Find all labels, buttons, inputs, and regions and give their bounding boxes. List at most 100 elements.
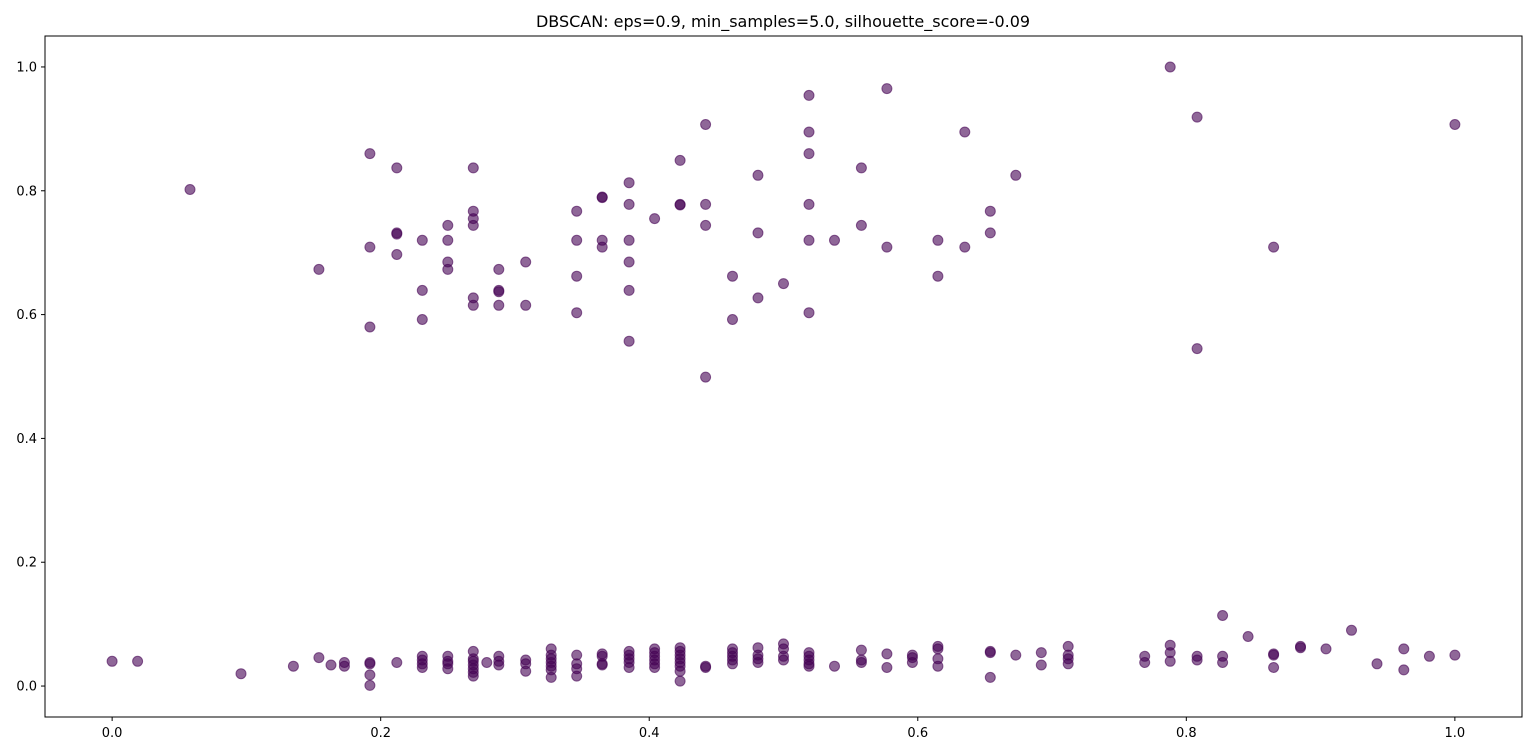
scatter-point bbox=[596, 241, 608, 253]
scatter-point bbox=[132, 655, 144, 667]
x-tick-label: 0.4 bbox=[639, 726, 660, 741]
x-tick-label: 0.6 bbox=[907, 726, 928, 741]
scatter-point bbox=[520, 665, 532, 677]
scatter-point bbox=[364, 241, 376, 253]
x-tick-label: 0.8 bbox=[1176, 726, 1197, 741]
x-axis-ticks: 0.0 0.2 0.4 0.6 0.8 1.0 bbox=[102, 717, 1465, 741]
scatter-point bbox=[364, 321, 376, 333]
scatter-point bbox=[855, 644, 867, 656]
scatter-point bbox=[727, 270, 738, 282]
scatter-point bbox=[571, 307, 583, 319]
y-tick-label: 1.0 bbox=[16, 60, 37, 75]
x-tick-label: 0.0 bbox=[102, 726, 123, 741]
scatter-point bbox=[984, 671, 996, 683]
scatter-point bbox=[803, 89, 815, 101]
scatter-point bbox=[1010, 649, 1022, 661]
scatter-point bbox=[571, 205, 583, 217]
scatter-point bbox=[1268, 241, 1280, 253]
scatter-point bbox=[623, 177, 635, 189]
scatter-point bbox=[287, 660, 299, 672]
scatter-point bbox=[984, 647, 996, 659]
scatter-point bbox=[932, 234, 944, 246]
scatter-point bbox=[803, 660, 815, 672]
scatter-point bbox=[1449, 119, 1461, 130]
scatter-point bbox=[984, 227, 996, 239]
scatter-point bbox=[881, 662, 893, 673]
scatter-point bbox=[1268, 649, 1280, 661]
y-tick-label: 0.8 bbox=[16, 184, 37, 199]
scatter-point bbox=[1398, 664, 1410, 676]
scatter-point bbox=[1164, 655, 1176, 667]
scatter-point bbox=[984, 205, 996, 217]
scatter-point bbox=[1010, 169, 1022, 181]
scatter-point bbox=[623, 234, 635, 246]
scatter-point bbox=[467, 162, 479, 174]
scatter-point bbox=[727, 658, 738, 670]
scatter-point bbox=[932, 270, 944, 282]
scatter-point bbox=[700, 371, 712, 383]
scatter-point bbox=[1295, 642, 1306, 654]
scatter-point bbox=[416, 234, 428, 246]
scatter-point bbox=[313, 652, 325, 664]
scatter-point bbox=[700, 662, 712, 673]
scatter-point bbox=[778, 654, 789, 666]
scatter-point bbox=[313, 263, 325, 275]
scatter-point bbox=[571, 670, 583, 682]
scatter-point bbox=[1035, 647, 1047, 659]
y-tick-label: 0.0 bbox=[16, 680, 37, 695]
scatter-point bbox=[106, 655, 118, 667]
scatter-point bbox=[1242, 631, 1254, 642]
scatter-point bbox=[338, 660, 350, 672]
scatter-point bbox=[1191, 111, 1203, 123]
y-axis-ticks: 0.0 0.2 0.4 0.6 0.8 1.0 bbox=[16, 60, 45, 695]
plot-area-frame bbox=[44, 35, 1523, 718]
scatter-point bbox=[442, 234, 454, 246]
scatter-point bbox=[1035, 659, 1047, 671]
x-tick-label: 0.2 bbox=[370, 726, 391, 741]
scatter-point bbox=[571, 234, 583, 246]
y-tick-label: 0.6 bbox=[16, 308, 37, 323]
scatter-point bbox=[493, 263, 505, 275]
y-tick-label: 0.2 bbox=[16, 556, 37, 571]
scatter-point bbox=[906, 657, 918, 668]
scatter-point bbox=[1398, 643, 1410, 655]
scatter-point bbox=[932, 660, 944, 672]
scatter-point bbox=[959, 241, 971, 253]
scatter-point bbox=[803, 126, 815, 138]
scatter-point bbox=[881, 648, 893, 660]
scatter-point bbox=[752, 292, 764, 304]
chart-title: DBSCAN: eps=0.9, min_samples=5.0, silhou… bbox=[536, 12, 1030, 32]
scatter-point bbox=[325, 659, 337, 671]
scatter-point bbox=[752, 169, 764, 181]
scatter-point bbox=[1164, 61, 1176, 73]
points-layer bbox=[106, 61, 1461, 691]
scatter-point bbox=[184, 184, 196, 195]
scatter-point bbox=[674, 665, 686, 677]
scatter-point bbox=[364, 669, 376, 681]
scatter-point bbox=[1346, 624, 1357, 636]
scatter-point bbox=[1268, 662, 1280, 673]
scatter-point bbox=[391, 249, 403, 260]
scatter-point bbox=[649, 213, 661, 225]
scatter-point bbox=[881, 241, 893, 253]
scatter-point bbox=[235, 668, 247, 680]
scatter-point bbox=[442, 219, 454, 231]
scatter-point bbox=[1320, 643, 1332, 655]
scatter-point bbox=[1449, 649, 1461, 661]
scatter-point bbox=[1191, 654, 1203, 666]
scatter-point bbox=[855, 162, 867, 174]
scatter-point bbox=[649, 662, 661, 673]
scatter-point bbox=[467, 670, 479, 682]
scatter-point bbox=[623, 198, 635, 210]
scatter-point bbox=[467, 299, 479, 311]
scatter-point bbox=[829, 660, 840, 672]
scatter-point bbox=[364, 658, 376, 670]
scatter-point bbox=[674, 154, 686, 166]
scatter-point bbox=[623, 662, 635, 673]
scatter-point bbox=[674, 675, 686, 687]
scatter-point bbox=[932, 643, 944, 655]
scatter-point bbox=[493, 659, 505, 671]
scatter-point bbox=[674, 199, 686, 211]
scatter-point bbox=[803, 198, 815, 210]
